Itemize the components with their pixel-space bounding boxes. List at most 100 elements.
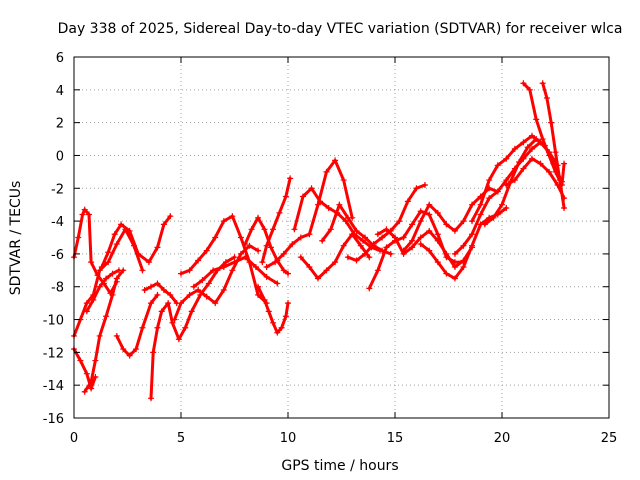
data-point (528, 132, 535, 139)
series-trace (149, 255, 236, 400)
data-point (261, 296, 268, 303)
data-point (362, 234, 369, 241)
data-point (220, 264, 227, 271)
data-point (481, 221, 488, 228)
data-point (349, 231, 356, 238)
series-track-25 (451, 139, 553, 257)
data-point (469, 242, 476, 249)
x-tick-label: 0 (70, 431, 78, 446)
data-point (499, 201, 505, 208)
data-point (85, 211, 92, 218)
data-point (520, 80, 527, 87)
data-point (154, 291, 161, 298)
data-point (486, 177, 493, 184)
y-tick-label: 0 (56, 149, 64, 164)
data-point (374, 267, 381, 274)
data-point (272, 259, 279, 266)
data-point (195, 257, 202, 264)
data-point (255, 283, 262, 290)
data-point (265, 308, 272, 315)
data-point (409, 221, 416, 228)
series-track-5 (83, 267, 122, 315)
data-point (370, 241, 377, 248)
data-point (212, 300, 219, 307)
data-point (237, 234, 244, 241)
data-point (291, 226, 298, 233)
series-track-30 (539, 80, 568, 211)
data-point (75, 234, 82, 241)
data-point (175, 336, 182, 343)
y-tick-label: 2 (56, 117, 64, 132)
data-point (220, 218, 227, 225)
data-point (362, 250, 369, 257)
data-point (282, 313, 289, 320)
data-point (486, 195, 493, 202)
data-point (319, 237, 326, 244)
series-trace (260, 176, 292, 264)
data-point (443, 270, 450, 277)
data-point (511, 145, 518, 152)
data-point (186, 291, 193, 298)
data-point (178, 270, 184, 277)
data-point (274, 280, 281, 287)
y-tick-label: 4 (56, 84, 64, 99)
data-point (299, 193, 306, 200)
data-point (88, 378, 95, 385)
data-point (344, 214, 351, 221)
data-point (280, 267, 287, 274)
data-point (528, 155, 535, 162)
data-point (105, 249, 112, 256)
series-track-18 (297, 231, 373, 282)
series-trace (402, 186, 500, 253)
data-point (103, 275, 110, 282)
data-point (246, 242, 253, 249)
data-point (276, 209, 283, 216)
data-point (188, 308, 195, 315)
plot-frame (73, 56, 610, 419)
data-point (282, 193, 289, 200)
data-point (167, 291, 174, 298)
series-track-11 (178, 213, 270, 307)
data-point (379, 234, 386, 241)
data-point (383, 244, 390, 251)
data-point (353, 257, 360, 264)
data-point (109, 270, 116, 277)
series-track-12 (190, 254, 281, 290)
x-tick-label: 15 (387, 431, 404, 446)
data-point (561, 160, 568, 167)
data-series (71, 80, 568, 402)
data-point (190, 283, 197, 290)
data-point (135, 250, 142, 257)
data-point (113, 332, 120, 339)
data-point (413, 185, 420, 192)
series-trace (100, 214, 172, 269)
data-point (160, 221, 167, 228)
data-point (113, 275, 120, 282)
data-point (520, 165, 527, 172)
data-point (160, 287, 167, 294)
data-point (332, 259, 339, 266)
data-point (469, 218, 476, 225)
data-point (327, 226, 334, 233)
data-point (210, 267, 217, 274)
y-tick-label: -4 (51, 215, 64, 230)
series-track-9 (148, 254, 238, 402)
y-tick-label: -2 (51, 182, 64, 197)
data-point (434, 231, 441, 238)
data-point (289, 241, 296, 248)
data-point (503, 181, 510, 188)
series-track-15 (259, 175, 294, 266)
y-axis-label: SDTVAR / TECUs (8, 181, 24, 296)
data-point (306, 264, 313, 271)
data-point (145, 259, 152, 266)
y-tick-label: -10 (43, 314, 64, 329)
data-point (537, 160, 544, 167)
series-trace (72, 208, 119, 295)
data-point (105, 259, 112, 266)
series-trace (346, 183, 427, 262)
data-point (274, 329, 281, 336)
data-point (270, 319, 277, 326)
series-trace (243, 216, 290, 276)
chart-title: Day 338 of 2025, Sidereal Day-to-day VTE… (58, 21, 623, 37)
data-point (359, 237, 366, 244)
